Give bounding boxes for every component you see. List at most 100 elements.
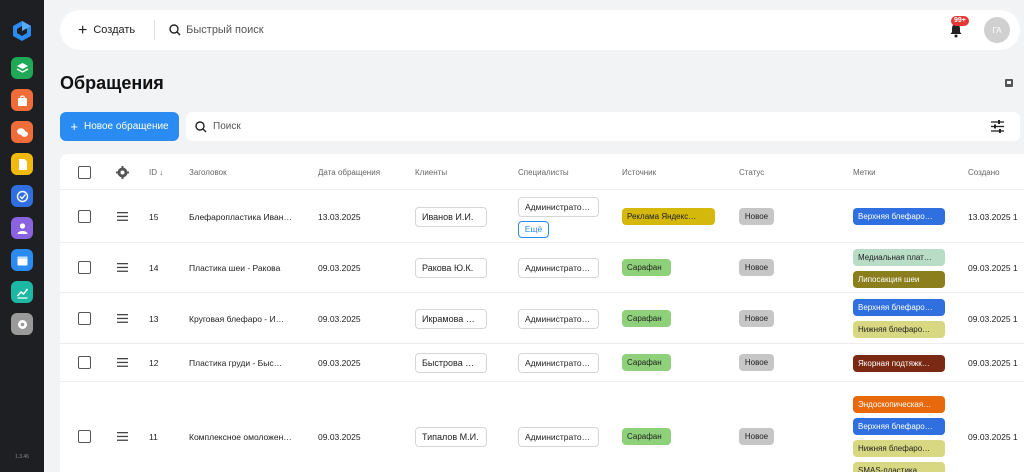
- page-title: Обращения: [60, 73, 164, 93]
- table-row[interactable]: 12 Пластика груди - Быс… 09.03.2025 Быстров…: [60, 344, 1024, 382]
- sidebar-item-calendar[interactable]: [11, 249, 33, 271]
- source-tag: Сарафан: [622, 428, 671, 445]
- search-input[interactable]: [213, 121, 913, 132]
- header-marks[interactable]: Метки: [853, 168, 876, 177]
- bell-icon[interactable]: [949, 22, 963, 38]
- row-menu-icon[interactable]: [117, 211, 128, 221]
- client-chip[interactable]: Икрамова А…: [415, 308, 487, 329]
- specialist-chip[interactable]: Администрато…: [518, 427, 599, 447]
- specialist-chip[interactable]: Администрато…: [518, 196, 599, 217]
- row-menu-icon[interactable]: [117, 358, 128, 367]
- row-date: 09.03.2025: [318, 313, 361, 324]
- table-row[interactable]: 13 Круговая блефаро - И… 09.03.2025 Икрамов…: [60, 293, 1024, 344]
- filter-settings-icon[interactable]: [991, 120, 1004, 133]
- row-date: 09.03.2025: [318, 358, 361, 368]
- row-title[interactable]: Блефаропластика Иван…: [189, 211, 292, 222]
- table-row[interactable]: 15 Блефаропластика Иван… 13.03.2025 Иванов …: [60, 190, 1024, 243]
- new-request-button[interactable]: + Новое обращение: [60, 112, 179, 141]
- client-chip[interactable]: Ракова Ю.К.: [415, 258, 487, 278]
- plus-icon: +: [70, 119, 78, 134]
- row-menu-icon[interactable]: [117, 432, 128, 441]
- status-badge: Новое: [739, 428, 774, 445]
- quick-search: [169, 24, 387, 36]
- select-all-checkbox[interactable]: [78, 166, 91, 179]
- sidebar-item-check-circle[interactable]: [11, 185, 33, 207]
- mark-tag: Нижняя блефаро…: [853, 321, 945, 338]
- row-checkbox[interactable]: [78, 356, 91, 369]
- more-specialists-button[interactable]: Ещё: [518, 220, 549, 238]
- header-specialists[interactable]: Специалисты: [518, 168, 569, 177]
- row-id: 11: [149, 432, 158, 442]
- pin-icon[interactable]: [1005, 79, 1013, 87]
- row-checkbox[interactable]: [78, 430, 91, 443]
- row-checkbox[interactable]: [78, 209, 91, 223]
- row-created: 09.03.2025 1: [968, 358, 1018, 368]
- topbar: + Создать 99+ ГА: [60, 10, 1020, 50]
- analytics-icon: [16, 288, 28, 299]
- sidebar-item-document[interactable]: [11, 153, 33, 175]
- header-source[interactable]: Источник: [622, 168, 657, 177]
- create-button-label: Создать: [93, 24, 136, 36]
- table-row[interactable]: 14 Пластика шеи - Ракова 09.03.2025 Ракова …: [60, 243, 1024, 293]
- sort-down-icon: ↓: [159, 168, 164, 177]
- header-id[interactable]: ID ↓: [149, 168, 163, 177]
- check-circle-icon: [16, 190, 28, 202]
- header-date[interactable]: Дата обращения: [318, 168, 381, 177]
- header-clients[interactable]: Клиенты: [415, 168, 448, 177]
- row-menu-icon[interactable]: [117, 263, 128, 272]
- mark-tag: Липосакция шеи: [853, 270, 945, 288]
- row-created: 09.03.2025 1: [968, 263, 1018, 273]
- sidebar-item-chat[interactable]: [11, 121, 33, 143]
- header-created[interactable]: Создано: [968, 168, 1000, 177]
- specialist-chip[interactable]: Администрато…: [518, 353, 599, 373]
- specialist-chip[interactable]: Администрато…: [518, 258, 599, 278]
- specialist-chip[interactable]: Администрато…: [518, 308, 599, 329]
- sidebar-nav: [11, 57, 33, 335]
- sidebar-item-user[interactable]: [11, 217, 33, 239]
- create-button[interactable]: + Создать: [78, 21, 136, 39]
- row-title[interactable]: Комплексное омоложен…: [189, 432, 292, 442]
- mark-tag: Верхняя блефаро…: [853, 208, 945, 225]
- header-title[interactable]: Заголовок: [189, 168, 227, 177]
- shopping-bag-icon: [17, 95, 27, 106]
- row-checkbox[interactable]: [78, 311, 91, 325]
- table-row[interactable]: 11 Комплексное омоложен… 09.03.2025 Типалов…: [60, 382, 1024, 472]
- row-title[interactable]: Пластика шеи - Ракова: [189, 263, 281, 273]
- sidebar-item-shopping-bag[interactable]: [11, 89, 33, 111]
- calendar-icon: [17, 256, 27, 265]
- search-bar: [186, 112, 1020, 141]
- sidebar-item-settings[interactable]: [11, 313, 33, 335]
- mark-tag: Нижняя блефаро…: [853, 439, 945, 457]
- source-tag: Сарафан: [622, 354, 671, 371]
- mark-tag: Верхняя блефаро…: [853, 299, 945, 316]
- header-status[interactable]: Статус: [739, 168, 765, 177]
- row-title[interactable]: Круговая блефаро - И…: [189, 313, 285, 324]
- new-request-button-label: Новое обращение: [83, 121, 169, 132]
- search-icon: [195, 120, 207, 132]
- plus-icon: +: [78, 21, 88, 39]
- app-logo-icon[interactable]: [11, 20, 33, 42]
- row-date: 09.03.2025: [318, 263, 361, 273]
- row-date: 09.03.2025: [318, 432, 361, 442]
- row-created: 09.03.2025 1: [968, 432, 1018, 442]
- avatar[interactable]: ГА: [984, 17, 1010, 43]
- source-tag: Реклама Яндекс…: [622, 207, 715, 225]
- topbar-divider: [154, 20, 156, 40]
- client-chip[interactable]: Иванов И.И.: [415, 206, 487, 227]
- row-id: 12: [149, 358, 159, 368]
- gear-icon[interactable]: [116, 166, 129, 179]
- sidebar-item-layers[interactable]: [11, 57, 33, 79]
- client-chip[interactable]: Типалов М.И.: [415, 427, 487, 447]
- sidebar-item-analytics[interactable]: [11, 281, 33, 303]
- app-version: 1.3.46: [15, 454, 29, 460]
- row-checkbox[interactable]: [78, 261, 91, 274]
- mark-tag: Медиальная плат…: [853, 248, 945, 266]
- status-badge: Новое: [739, 207, 774, 225]
- row-title[interactable]: Пластика груди - Быс…: [189, 358, 283, 368]
- settings-icon: [17, 319, 27, 329]
- quick-search-input[interactable]: [186, 24, 387, 36]
- client-chip[interactable]: Быстрова С…: [415, 353, 487, 373]
- status-badge: Новое: [739, 259, 774, 276]
- row-menu-icon[interactable]: [117, 313, 128, 323]
- header-id-label: ID: [149, 168, 157, 177]
